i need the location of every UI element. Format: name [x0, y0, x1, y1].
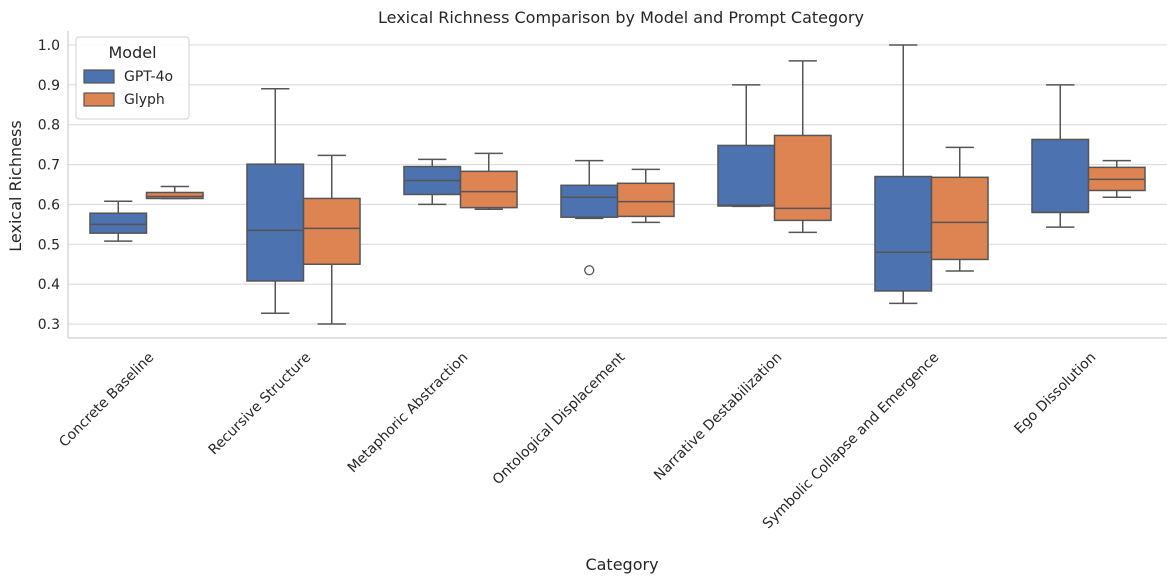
box-plot-box: [874, 44, 933, 305]
series-group: [145, 60, 1146, 325]
y-tick-label: 0.3: [38, 317, 60, 333]
iqr-box: [616, 182, 675, 218]
y-tick-label: 0.8: [38, 118, 60, 134]
legend-swatch: [83, 92, 115, 107]
legend-label: GPT-4o: [124, 69, 173, 85]
box-series: [89, 44, 1146, 325]
chart-title: Lexical Richness Comparison by Model and…: [378, 8, 864, 27]
iqr-box: [717, 144, 776, 207]
y-tick-label: 0.6: [38, 197, 60, 213]
series-group: [89, 44, 1090, 315]
tick-labels: 0.3 0.4 0.5 0.6 0.7 0.8 0.9 1.0 Concrete Baselin…: [38, 38, 1100, 532]
box-plot-box: [246, 88, 305, 315]
x-tick-label: Narrative Destabilization: [651, 350, 785, 484]
box-plot-box: [459, 152, 518, 210]
iqr-box: [302, 197, 361, 265]
box-plot-box: [560, 159, 619, 276]
iqr-box: [874, 175, 933, 292]
x-tick-label: Symbolic Collapse and Emergence: [760, 350, 943, 533]
legend: Model GPT-4o Glyph: [75, 36, 190, 120]
box-plot-box: [930, 146, 989, 272]
axes: [67, 31, 1167, 339]
outlier-point: [584, 265, 595, 276]
y-tick-label: 0.9: [38, 78, 60, 94]
box-plot-box: [1031, 84, 1090, 228]
iqr-box: [89, 212, 148, 234]
y-tick-label: 0.7: [38, 158, 60, 174]
legend-swatch: [83, 69, 115, 84]
box-plot-box: [403, 158, 462, 206]
box-plot-box: [717, 84, 776, 208]
iqr-box: [1031, 138, 1090, 214]
y-tick-label: 0.5: [38, 237, 60, 253]
legend-label: Glyph: [124, 92, 165, 108]
x-tick-label: Concrete Baseline: [56, 350, 157, 451]
box-plot-box: [616, 168, 675, 224]
y-tick-label: 0.4: [38, 277, 60, 293]
iqr-box: [560, 184, 619, 218]
x-tick-label: Recursive Structure: [206, 350, 315, 459]
box-plot-box: [302, 154, 361, 325]
box-plot-box: [89, 200, 148, 242]
box-plot-box: [1087, 159, 1146, 199]
legend-title: Model: [108, 43, 156, 62]
box-plot-box: [145, 185, 204, 200]
iqr-box: [246, 163, 305, 282]
x-axis-label: Category: [585, 555, 658, 574]
y-axis-label: Lexical Richness: [6, 120, 25, 251]
y-tick-label: 1.0: [38, 38, 60, 54]
x-tick-label: Ontological Displacement: [490, 349, 629, 488]
iqr-box: [459, 170, 518, 209]
legend-item: GPT-4o: [83, 69, 173, 85]
x-tick-label: Metaphoric Abstraction: [345, 350, 472, 477]
iqr-box: [930, 176, 989, 261]
iqr-box: [145, 191, 204, 200]
iqr-box: [773, 134, 832, 222]
x-tick-label: Ego Dissolution: [1012, 350, 1100, 438]
legend-item: Glyph: [83, 92, 165, 108]
box-plot-box: [773, 60, 832, 234]
